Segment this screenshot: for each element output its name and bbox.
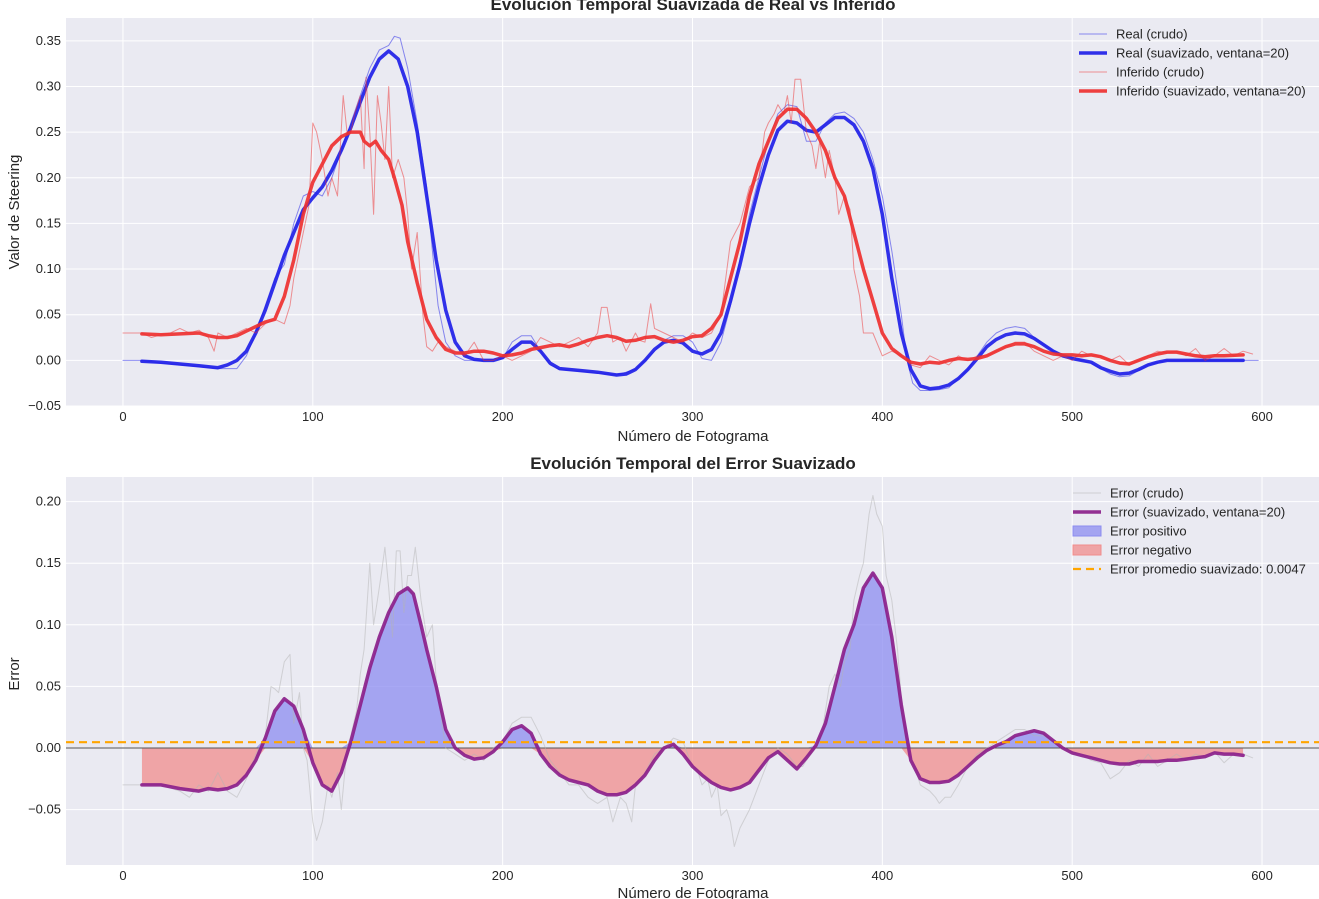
y-tick-label: 0.00 [36, 740, 61, 755]
series-bottom [66, 495, 1319, 847]
x-tick-label: 600 [1251, 868, 1273, 883]
y-tick-label: 0.00 [36, 352, 61, 367]
y-tick-label: 0.05 [36, 307, 61, 322]
series-line-inferido-suavizado-ventana-20 [140, 107, 1245, 366]
legend-swatch-error-positivo [1072, 525, 1102, 537]
x-tick-label: 200 [492, 409, 514, 424]
y-tick-label: 0.10 [36, 261, 61, 276]
x-axis-label-top: Número de Fotograma [618, 428, 770, 445]
y-tick-label: 0.05 [36, 678, 61, 693]
x-tick-label: 600 [1251, 409, 1273, 424]
chart-title-top: Evolución Temporal Suavizada de Real vs … [491, 0, 896, 14]
x-tick-label: 200 [492, 868, 514, 883]
legend-label-error-positivo: Error positivo [1110, 524, 1187, 539]
chart-title-bottom: Evolución Temporal del Error Suavizado [530, 454, 856, 473]
legend-label-real-crudo: Real (crudo) [1116, 27, 1188, 42]
y-tick-label: 0.25 [36, 124, 61, 139]
x-tick-label: 300 [682, 868, 704, 883]
y-tick-label: 0.10 [36, 617, 61, 632]
chart-top: 0 100 200 300 400 500 600 −0.05 0.00 0.05 0.10 0.15… [6, 0, 1319, 445]
legend-label-error-promedio-suavizado-0-0047: Error promedio suavizado: 0.0047 [1110, 562, 1306, 577]
x-tick-label: 500 [1061, 868, 1083, 883]
ticks-top: 0 100 200 300 400 500 600 −0.05 0.00 0.05 0.10 0.15… [28, 33, 1273, 424]
y-axis-label-top: Valor de Steering [6, 155, 23, 270]
x-axis-label-bottom: Número de Fotograma [618, 885, 770, 899]
x-tick-label: 500 [1061, 409, 1083, 424]
chart-bottom: 0 100 200 300 400 500 600 −0.05 0.00 0.05 0.10 0.15… [6, 454, 1319, 899]
legend-label-error-crudo: Error (crudo) [1110, 486, 1184, 501]
legend-swatch-error-negativo [1072, 544, 1102, 556]
y-tick-label: −0.05 [28, 802, 61, 817]
y-tick-label: 0.15 [36, 555, 61, 570]
legend-bottom: Error (crudo) Error (suavizado, ventana=2… [1072, 486, 1306, 577]
series-line-real-suavizado-ventana-20 [140, 49, 1245, 391]
y-tick-label: 0.20 [36, 170, 61, 185]
x-tick-label: 0 [119, 868, 126, 883]
legend-label-error-negativo: Error negativo [1110, 543, 1192, 558]
legend-label-inferido-suavizado-ventana-20: Inferido (suavizado, ventana=20) [1116, 84, 1306, 99]
x-tick-label: 0 [119, 409, 126, 424]
legend-top: Real (crudo) Real (suavizado, ventana=20)… [1079, 27, 1306, 99]
x-tick-label: 300 [682, 409, 704, 424]
grid-top [66, 18, 1319, 407]
y-tick-label: 0.15 [36, 215, 61, 230]
error-fills [141, 573, 1244, 795]
legend-label-inferido-crudo: Inferido (crudo) [1116, 65, 1204, 80]
legend-label-error-suavizado-ventana-20: Error (suavizado, ventana=20) [1110, 505, 1285, 520]
x-tick-label: 400 [871, 409, 893, 424]
x-tick-label: 100 [302, 868, 324, 883]
y-axis-label-bottom: Error [6, 657, 23, 690]
series-line-error-suavizado-ventana-20 [140, 571, 1245, 797]
y-tick-label: 0.30 [36, 78, 61, 93]
series-top [122, 35, 1259, 391]
y-tick-label: −0.05 [28, 398, 61, 413]
x-tick-label: 400 [871, 868, 893, 883]
ticks-bottom: 0 100 200 300 400 500 600 −0.05 0.00 0.05 0.10 0.15… [28, 494, 1273, 883]
y-tick-label: 0.35 [36, 33, 61, 48]
x-tick-label: 100 [302, 409, 324, 424]
negative-error-area [141, 747, 1244, 795]
positive-error-area [141, 573, 1244, 748]
legend-label-real-suavizado-ventana-20: Real (suavizado, ventana=20) [1116, 46, 1289, 61]
y-tick-label: 0.20 [36, 494, 61, 509]
